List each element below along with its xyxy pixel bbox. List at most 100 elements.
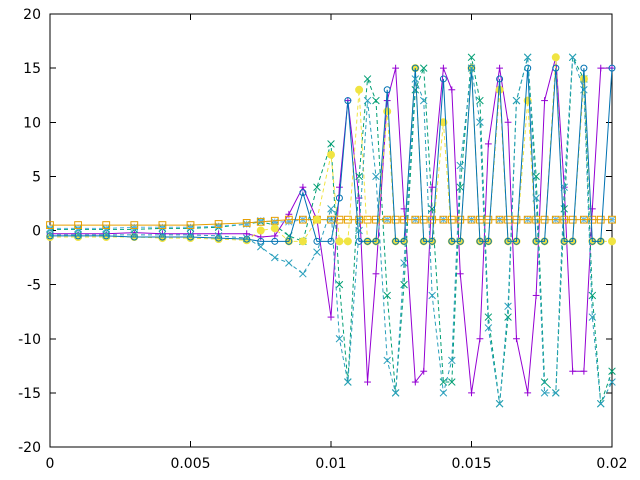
square-marker bbox=[560, 215, 569, 224]
y-tick-label: 20 bbox=[23, 7, 41, 23]
circle-marker bbox=[130, 233, 138, 241]
series-line bbox=[50, 57, 613, 406]
filled-circle-marker bbox=[270, 224, 279, 233]
circle-marker bbox=[532, 237, 540, 245]
cross-marker bbox=[186, 231, 195, 239]
square-marker bbox=[130, 221, 139, 229]
y-tick-label: -15 bbox=[18, 386, 41, 402]
y-tick-label: 5 bbox=[32, 169, 41, 185]
cross-marker bbox=[158, 231, 167, 239]
square-marker bbox=[256, 217, 265, 226]
square-marker bbox=[588, 215, 597, 224]
cross-marker bbox=[588, 291, 597, 300]
plus-marker bbox=[411, 378, 419, 386]
cross-marker bbox=[597, 399, 605, 408]
cross-marker bbox=[256, 242, 265, 251]
circle-marker bbox=[428, 237, 436, 245]
square-marker bbox=[372, 215, 380, 224]
cross-marker bbox=[552, 389, 560, 397]
plus-marker bbox=[513, 335, 520, 343]
cross-marker bbox=[580, 86, 588, 94]
cross-marker bbox=[327, 205, 335, 213]
tick-layer: 0 0.005 0.01 0.015 0.02 -20 -15 -10 -5 0 5 10 15 20 bbox=[18, 7, 627, 472]
cross-marker bbox=[560, 205, 568, 213]
cross-marker bbox=[363, 96, 372, 105]
cross-marker bbox=[484, 324, 493, 332]
cross-marker bbox=[419, 64, 428, 72]
circle-marker bbox=[271, 237, 279, 245]
cross-marker bbox=[448, 378, 456, 386]
square-marker bbox=[411, 215, 420, 224]
series-6 bbox=[46, 53, 616, 408]
circle-marker bbox=[597, 237, 605, 245]
cross-marker bbox=[495, 399, 504, 408]
circle-marker bbox=[420, 237, 428, 245]
plus-marker bbox=[364, 378, 371, 386]
square-marker bbox=[186, 221, 195, 229]
square-marker bbox=[484, 215, 493, 224]
cross-marker bbox=[400, 259, 408, 267]
circle-marker bbox=[364, 237, 372, 245]
plus-marker bbox=[588, 205, 596, 213]
filled-circle-marker bbox=[343, 237, 352, 246]
circle-marker bbox=[46, 232, 54, 240]
square-marker bbox=[391, 215, 400, 224]
cross-marker bbox=[456, 183, 465, 191]
circle-marker bbox=[335, 194, 343, 202]
cross-marker bbox=[372, 96, 380, 105]
circle-marker bbox=[187, 233, 194, 241]
cross-marker bbox=[467, 64, 476, 72]
circle-marker bbox=[512, 237, 520, 245]
cross-marker bbox=[335, 280, 344, 289]
circle-marker bbox=[439, 75, 447, 83]
x-tick-label: 0.02 bbox=[596, 456, 627, 472]
filled-circle-marker bbox=[298, 237, 307, 246]
circle-marker bbox=[285, 237, 293, 245]
y-tick-label: -5 bbox=[27, 278, 41, 294]
square-marker bbox=[476, 215, 484, 224]
cross-marker bbox=[523, 53, 532, 62]
circle-marker bbox=[569, 237, 577, 245]
plus-marker bbox=[541, 97, 548, 104]
cross-marker bbox=[383, 291, 391, 300]
square-marker bbox=[512, 215, 521, 224]
circle-marker bbox=[74, 232, 82, 240]
plus-marker bbox=[532, 292, 540, 299]
x-tick-label: 0.005 bbox=[170, 456, 210, 472]
circle-marker bbox=[215, 234, 223, 242]
plus-marker bbox=[448, 86, 456, 94]
cross-marker bbox=[467, 53, 476, 62]
square-marker bbox=[568, 215, 577, 224]
filled-circle-marker bbox=[383, 107, 392, 116]
y-tick-label: 10 bbox=[23, 115, 41, 131]
square-marker bbox=[299, 215, 307, 224]
plus-marker bbox=[580, 367, 588, 375]
cross-marker bbox=[74, 231, 82, 239]
square-marker bbox=[400, 215, 408, 224]
cross-marker bbox=[476, 118, 484, 127]
square-marker bbox=[74, 221, 82, 229]
square-marker bbox=[214, 220, 223, 228]
circle-marker bbox=[392, 237, 400, 245]
plus-marker bbox=[484, 140, 492, 148]
cross-marker bbox=[355, 172, 363, 181]
cross-marker bbox=[456, 161, 465, 170]
square-marker bbox=[158, 221, 167, 229]
square-marker bbox=[523, 215, 532, 224]
square-marker bbox=[596, 215, 605, 224]
cross-marker bbox=[102, 231, 110, 239]
circle-marker bbox=[102, 232, 110, 240]
square-marker bbox=[270, 216, 279, 225]
circle-marker bbox=[560, 237, 568, 245]
cross-marker bbox=[285, 259, 293, 267]
cross-marker bbox=[242, 234, 251, 242]
cross-marker bbox=[608, 378, 616, 386]
cross-marker bbox=[313, 183, 321, 191]
cross-marker bbox=[335, 334, 344, 343]
circle-marker bbox=[243, 235, 251, 243]
cross-marker bbox=[588, 313, 597, 321]
square-marker bbox=[540, 215, 549, 224]
cross-marker bbox=[560, 183, 568, 191]
cross-marker bbox=[355, 226, 363, 235]
